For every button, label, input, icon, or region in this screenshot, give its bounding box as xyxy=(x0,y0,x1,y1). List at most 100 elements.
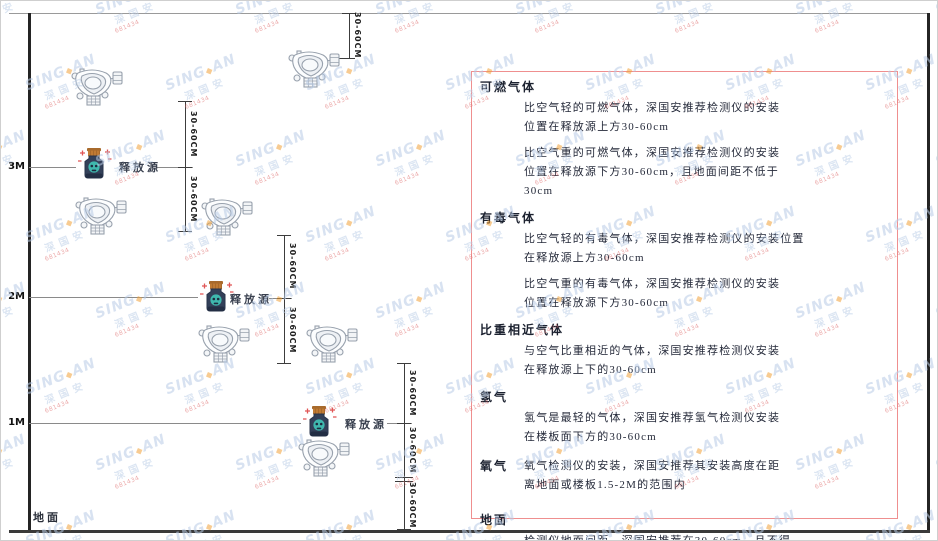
dim-tick xyxy=(397,363,411,364)
section-paragraph: 氧气检测仪的安装，深国安推荐其安装高度在距 离地面或楼板1.5-2M的范围内 xyxy=(524,460,781,491)
section-combustible-gas: 可燃气体 比空气轻的可燃气体，深国安推荐检测仪的安装 位置在释放源上方30-60… xyxy=(480,78,887,201)
dim-line-ceiling xyxy=(349,13,350,58)
gas-detector-icon xyxy=(298,439,350,477)
dim-tick xyxy=(277,298,291,299)
release-source-icon xyxy=(78,148,112,179)
height-label-2m: 2M xyxy=(8,291,25,302)
dim-line-2m xyxy=(284,235,285,363)
section-heading: 比重相近气体 xyxy=(480,323,565,337)
release-source-label-1m: 释放源 xyxy=(345,419,387,431)
ceiling-line xyxy=(9,13,930,14)
dim-tick xyxy=(333,58,355,59)
dim-label-2m-above: 30-60CM xyxy=(288,243,297,290)
section-paragraph: 比空气轻的可燃气体，深国安推荐检测仪的安装 位置在释放源上方30-60cm xyxy=(524,102,781,133)
connector-3m xyxy=(157,167,193,168)
dim-label-1m-below: 30-60CM xyxy=(408,426,417,474)
section-paragraph: 比空气轻的有毒气体，深国安推荐检测仪的安装位置 在释放源上方30-60cm xyxy=(524,233,805,264)
detector-above-2m-source xyxy=(198,196,254,236)
dim-tick xyxy=(342,13,356,14)
section-paragraph: 比空气重的有毒气体，深国安推荐检测仪的安装 位置在释放源下方30-60cm xyxy=(524,278,781,309)
dim-label-1m-above: 30-60CM xyxy=(408,369,417,417)
release-source-label-3m: 释放源 xyxy=(119,162,161,174)
dim-line-3m xyxy=(185,101,186,231)
detector-below-ceiling xyxy=(285,48,341,88)
section-ground: 地面 检测仪地面间距，深国安推荐在30-60cm，且不得 小于30cm，因为过低… xyxy=(480,511,887,541)
section-paragraph: 氢气是最轻的气体，深国安推荐氢气检测仪安装 在楼板面下方的30-60cm xyxy=(524,412,781,443)
info-panel: 可燃气体 比空气轻的可燃气体，深国安推荐检测仪的安装 位置在释放源上方30-60… xyxy=(471,71,898,540)
section-heading: 可燃气体 xyxy=(480,80,537,94)
section-heading: 地面 xyxy=(480,513,509,527)
dim-tick xyxy=(277,235,291,236)
dim-label-ground-clearance: 30-60CM xyxy=(408,482,417,529)
gas-detector-icon xyxy=(201,198,253,236)
release-source-icon xyxy=(303,406,337,437)
dim-tick xyxy=(397,529,411,530)
detector-below-1m-source xyxy=(295,437,351,477)
section-toxic-gas: 有毒气体 比空气轻的有毒气体，深国安推荐检测仪的安装位置 在释放源上方30-60… xyxy=(480,209,887,313)
gas-detector-icon xyxy=(306,325,358,363)
release-source-label-2m: 释放源 xyxy=(230,294,272,306)
dim-tick xyxy=(395,481,413,482)
release-source-3m xyxy=(76,147,112,181)
gas-detector-icon xyxy=(75,197,127,235)
detector-above-3m-source xyxy=(68,66,124,106)
release-source-2m xyxy=(198,280,234,314)
dim-line-1m xyxy=(404,363,405,531)
dim-tick xyxy=(277,363,291,364)
section-heading: 氢气 xyxy=(480,390,509,404)
section-oxygen: 氧气 氧气检测仪的安装，深国安推荐其安装高度在距 离地面或楼板1.5-2M的范围… xyxy=(480,457,887,495)
right-wall-line xyxy=(927,13,930,533)
dim-tick xyxy=(397,423,411,424)
release-source-1m xyxy=(301,405,337,439)
section-paragraph: 比空气重的可燃气体，深国安推荐检测仪的安装 位置在释放源下方30-60cm，且地… xyxy=(524,147,781,197)
section-paragraph: 检测仪地面间距，深国安推荐在30-60cm，且不得 小于30cm，因为过低容易水… xyxy=(524,535,792,541)
dim-tick xyxy=(178,101,192,102)
dim-label-3m-below: 30-60CM xyxy=(189,175,198,223)
height-label-3m: 3M xyxy=(8,161,25,172)
dim-label-2m-below: 30-60CM xyxy=(288,307,297,354)
leader-1m xyxy=(29,423,301,424)
height-label-1m: 1M xyxy=(8,417,25,428)
detector-above-1m-source xyxy=(303,323,359,363)
leader-2m xyxy=(29,297,198,298)
section-heading: 氧气 xyxy=(480,459,509,473)
dim-label-3m-above: 30-60CM xyxy=(189,110,198,158)
dim-label-ceiling: 30-60CM xyxy=(353,12,362,59)
floor-line xyxy=(9,530,930,533)
ground-label: 地面 xyxy=(33,512,61,524)
gas-detector-icon xyxy=(288,50,340,88)
leader-3m xyxy=(29,167,76,168)
section-paragraph: 与空气比重相近的气体，深国安推荐检测仪安装 在释放源上下的30-60cm xyxy=(524,345,781,376)
detector-below-3m-source xyxy=(72,195,128,235)
dim-tick xyxy=(178,167,192,168)
section-hydrogen: 氢气 氢气是最轻的气体，深国安推荐氢气检测仪安装 在楼板面下方的30-60cm xyxy=(480,388,887,447)
gas-detector-icon xyxy=(71,68,123,106)
section-similar-density-gas: 比重相近气体 与空气比重相近的气体，深国安推荐检测仪安装 在释放源上下的30-6… xyxy=(480,321,887,380)
release-source-icon xyxy=(200,281,234,312)
gas-detector-icon xyxy=(198,325,250,363)
dim-tick xyxy=(395,477,413,478)
section-heading: 有毒气体 xyxy=(480,211,537,225)
